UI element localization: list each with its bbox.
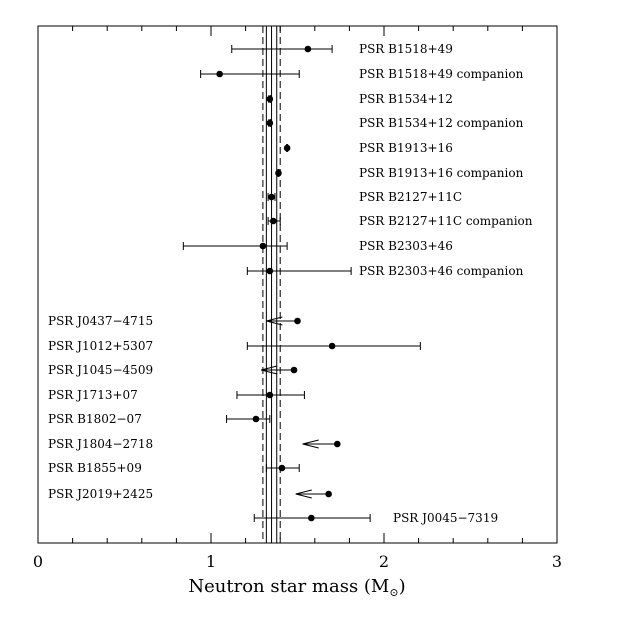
pulsar-mark <box>266 119 274 127</box>
x-axis-title-subscript: ⊙ <box>389 586 398 599</box>
x-tick-label: 0 <box>33 552 43 571</box>
system-label: PSR B1913+16 companion <box>359 166 524 180</box>
system-label: PSR J1713+07 <box>48 388 138 402</box>
pulsar-mark <box>266 316 301 326</box>
arrow-head <box>261 365 278 375</box>
mass-point <box>259 242 267 250</box>
pulsar-mark <box>266 95 274 103</box>
pulsar-mark <box>275 169 282 177</box>
system-label: PSR B2127+11C companion <box>359 214 533 228</box>
x-axis-ticks: 0 1 2 3 <box>33 26 562 571</box>
mass-point <box>252 415 260 423</box>
pulsar-mark <box>200 70 300 78</box>
mass-point <box>266 119 274 127</box>
arrow-head <box>302 439 319 449</box>
pulsar-mark <box>267 193 276 201</box>
system-label: PSR B2303+46 companion <box>359 264 524 278</box>
pulsar-mark <box>231 45 333 53</box>
plot-frame <box>37 25 558 544</box>
pulsar-mark <box>253 514 371 522</box>
system-label: PSR J0045−7319 <box>393 511 498 525</box>
mass-point <box>269 217 277 225</box>
pulsar-mark <box>283 144 291 152</box>
x-axis-title-end: ) <box>399 576 406 597</box>
system-label: PSR B2127+11C <box>359 190 462 204</box>
pulsar-mark <box>226 415 271 423</box>
mass-point <box>294 317 301 325</box>
system-label: PSR B2303+46 <box>359 239 453 253</box>
system-labels: PSR B1518+49 PSR B1518+49 companion PSR B1… <box>48 42 533 525</box>
pulsar-mark <box>267 217 281 225</box>
system-label: PSR B1855+09 <box>48 461 142 475</box>
x-tick-label: 1 <box>206 552 216 571</box>
mass-point <box>216 70 223 78</box>
system-label: PSR B1534+12 <box>359 92 453 106</box>
system-label: PSR B1802−07 <box>48 412 142 426</box>
pulsar-mark <box>302 439 341 449</box>
mass-point <box>328 342 336 350</box>
mass-point <box>266 391 274 399</box>
system-label: PSR B1534+12 companion <box>359 116 524 130</box>
pulsar-mark <box>182 242 288 250</box>
x-tick-label: 3 <box>552 552 562 571</box>
system-label: PSR B1518+49 companion <box>359 67 524 81</box>
mass-point <box>308 514 315 522</box>
pulsar-mark <box>265 464 300 472</box>
mass-point <box>266 95 274 103</box>
pulsar-mark <box>246 267 352 275</box>
mass-point <box>325 490 332 498</box>
arrow-head <box>295 489 312 499</box>
system-label: PSR J1012+5307 <box>48 339 153 353</box>
mass-point <box>268 193 275 201</box>
mass-point <box>290 366 298 374</box>
mass-point <box>266 267 274 275</box>
system-label: PSR J0437−4715 <box>48 314 153 328</box>
mass-point <box>283 144 291 152</box>
pulsar-mark <box>236 391 305 399</box>
x-axis-title: Neutron star mass (M⊙) <box>188 576 405 599</box>
pulsar-mark <box>261 365 298 375</box>
arrow-head <box>266 316 283 326</box>
pulsar-mark <box>246 342 421 350</box>
x-tick-label: 2 <box>379 552 389 571</box>
system-label: PSR J2019+2425 <box>48 487 153 501</box>
data-marks <box>182 45 421 522</box>
pulsar-mark <box>295 489 332 499</box>
mass-point <box>304 45 312 53</box>
mass-point <box>275 169 282 177</box>
mass-point <box>278 464 286 472</box>
system-label: PSR J1045−4509 <box>48 363 153 377</box>
system-label: PSR B1913+16 <box>359 141 453 155</box>
system-label: PSR J1804−2718 <box>48 437 153 451</box>
reference-lines <box>262 26 281 543</box>
system-label: PSR B1518+49 <box>359 42 453 56</box>
mass-point <box>333 440 341 448</box>
